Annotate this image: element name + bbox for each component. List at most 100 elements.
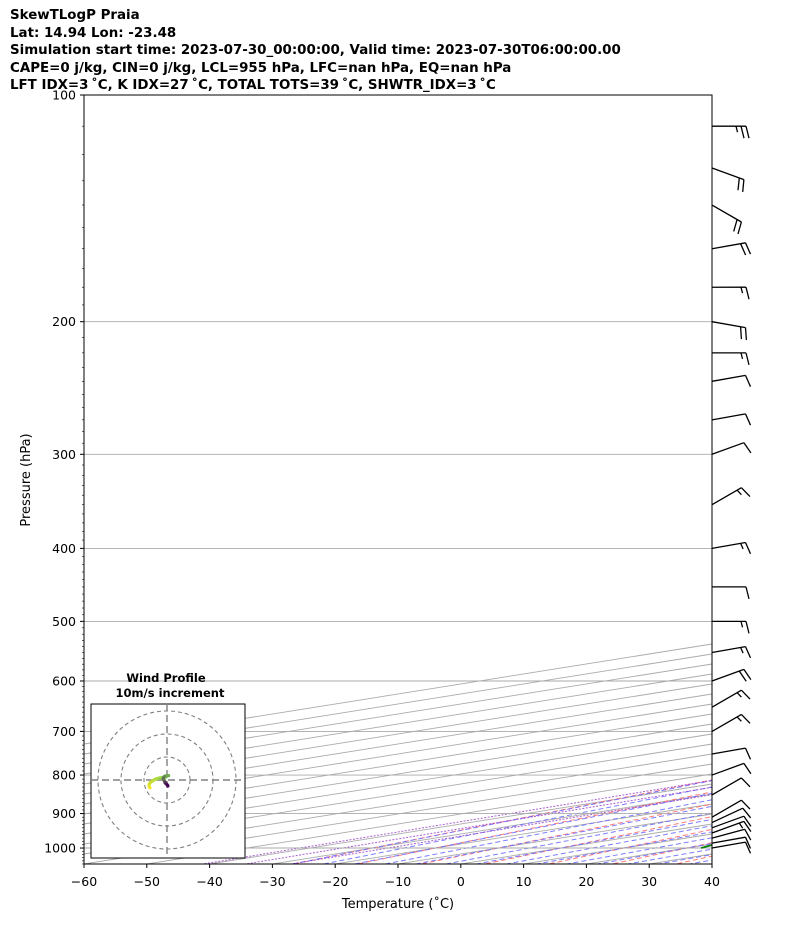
- y-tick-label: 800: [52, 768, 76, 783]
- wind-barb-flag: [740, 487, 751, 498]
- wind-barb-flag: [742, 179, 745, 192]
- stability-indices: LFT IDX=3 ˚C, K IDX=27 ˚C, TOTAL TOTS=39…: [10, 78, 496, 93]
- wind-barb-flag: [744, 413, 752, 426]
- wind-barb: [711, 828, 752, 841]
- wind-barb-half-flag: [735, 126, 739, 133]
- wind-barb-shaft: [711, 413, 746, 421]
- wind-barb-half-flag: [738, 822, 744, 829]
- wind-barb-shaft: [711, 747, 746, 755]
- wind-barb-flag: [745, 586, 750, 600]
- hodograph-title: Wind Profile: [126, 671, 206, 685]
- wind-barb: [711, 689, 751, 708]
- wind-barb-flag: [744, 747, 752, 760]
- wind-barb-shaft: [711, 828, 745, 839]
- x-tick-label: −20: [322, 874, 348, 889]
- wind-barb: [711, 841, 752, 854]
- wind-barb-shaft: [711, 807, 744, 824]
- wind-barb: [711, 820, 752, 834]
- isotherm-line: [742, 61, 794, 880]
- wind-barb-flag: [744, 836, 752, 849]
- wind-barb-shaft: [711, 167, 745, 181]
- wind-barb-shaft: [711, 321, 746, 329]
- y-tick-label: 500: [52, 614, 76, 629]
- parcel-path-line: [714, 95, 794, 848]
- sounding-profiles: [700, 95, 794, 849]
- hodograph-plot: [91, 704, 245, 858]
- wind-barb-flag: [744, 375, 752, 387]
- wind-barb-flag: [738, 670, 747, 682]
- x-tick-label: 40: [704, 874, 720, 889]
- wind-barb-flag: [743, 442, 752, 454]
- wind-barb-flag: [744, 828, 752, 841]
- wind-barb-shaft: [711, 836, 746, 844]
- wind-barb-flag: [740, 243, 747, 256]
- simulation-times: Simulation start time: 2023-07-30_00:00:…: [10, 43, 621, 58]
- x-tick-label: 0: [457, 874, 465, 889]
- wind-barb-flag: [745, 287, 750, 300]
- x-tick-label: 10: [516, 874, 532, 889]
- wind-barb-shaft: [711, 541, 746, 550]
- wind-barb-flag: [733, 219, 738, 232]
- wind-barb: [711, 799, 751, 818]
- wind-barb: [711, 586, 750, 600]
- wind-barb-half-flag: [736, 716, 742, 722]
- wind-barb-shaft: [711, 645, 746, 654]
- y-tick-label: 700: [52, 724, 76, 739]
- isotherm-line: [84, 673, 712, 775]
- station-title: SkewTLogP Praia: [10, 8, 140, 23]
- x-tick-label: −60: [71, 874, 97, 889]
- wind-barb-shaft: [711, 777, 742, 796]
- y-tick-label: 900: [52, 806, 76, 821]
- dewpoint-profile-line: [700, 844, 712, 849]
- wind-barb-shaft: [711, 713, 742, 732]
- wind-barb-half-flag: [740, 621, 744, 628]
- x-tick-label: −50: [134, 874, 160, 889]
- wind-barb: [711, 374, 752, 387]
- wind-barb-flag: [740, 126, 745, 139]
- wind-barb: [711, 541, 752, 555]
- wind-barb: [711, 815, 752, 829]
- x-tick-label: −30: [259, 874, 285, 889]
- wind-barb-flag: [740, 799, 751, 810]
- wind-barb-flag: [744, 542, 752, 555]
- wind-barb-shaft: [711, 242, 746, 250]
- wind-barb-flag: [743, 821, 752, 832]
- wind-barb-flag: [740, 777, 751, 788]
- wind-barb: [711, 777, 751, 796]
- wind-barb: [711, 204, 743, 235]
- temperature-profile-line: [714, 95, 794, 848]
- wind-barb-flag: [744, 841, 752, 854]
- x-axis-label: Temperature (˚C): [341, 896, 454, 912]
- wind-barb: [711, 747, 752, 760]
- hodograph-inset: [90, 703, 246, 859]
- wind-barb: [711, 807, 752, 824]
- wind-barb: [711, 645, 752, 659]
- isotherm-line: [84, 713, 712, 815]
- hodograph-frame: [90, 703, 246, 859]
- x-tick-label: 20: [578, 874, 594, 889]
- wind-barb-half-flag: [740, 543, 744, 550]
- y-tick-label: 200: [52, 314, 76, 329]
- wind-barb: [711, 242, 752, 256]
- wind-barb: [711, 167, 745, 192]
- wind-barb-flag: [739, 326, 743, 340]
- wind-barb-flag: [740, 713, 751, 724]
- wind-barb-flag: [745, 126, 750, 139]
- wind-barbs: [711, 125, 752, 854]
- wind-barb-shaft: [711, 204, 742, 223]
- wind-barb-flag: [737, 177, 740, 191]
- stability-parameters: CAPE=0 j/kg, CIN=0 j/kg, LCL=955 hPa, LF…: [10, 60, 512, 76]
- wind-barb: [711, 836, 752, 849]
- x-axis-ticks: −60 −50 −40 −30 −20 −10 0 10 20 30 40: [71, 864, 720, 889]
- isotherm-line: [84, 733, 712, 835]
- dry-adiabat-line: [789, 78, 794, 867]
- isotherm-line: [84, 693, 712, 795]
- wind-barb-flag: [743, 815, 752, 827]
- wind-barb: [711, 125, 750, 139]
- wind-barb-half-flag: [740, 287, 744, 294]
- wind-barb-flag: [744, 327, 748, 340]
- moist-adiabat-line: [703, 78, 794, 867]
- wind-barb-flag: [740, 689, 751, 700]
- wind-barb-shaft: [711, 762, 745, 776]
